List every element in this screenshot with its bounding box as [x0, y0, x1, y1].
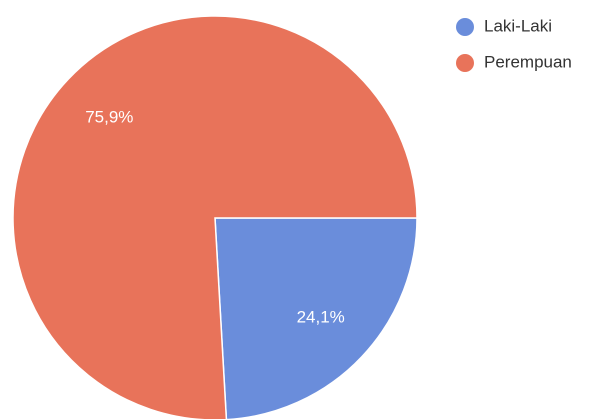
pie-slice [214, 217, 418, 419]
legend-label: Laki-Laki [484, 16, 552, 35]
slice-label: 75,9% [85, 108, 133, 127]
legend-swatch [456, 54, 474, 72]
legend-label: Perempuan [484, 52, 572, 71]
legend-swatch [456, 18, 474, 36]
pie-slice [12, 15, 418, 419]
slice-label: 24,1% [297, 307, 345, 326]
